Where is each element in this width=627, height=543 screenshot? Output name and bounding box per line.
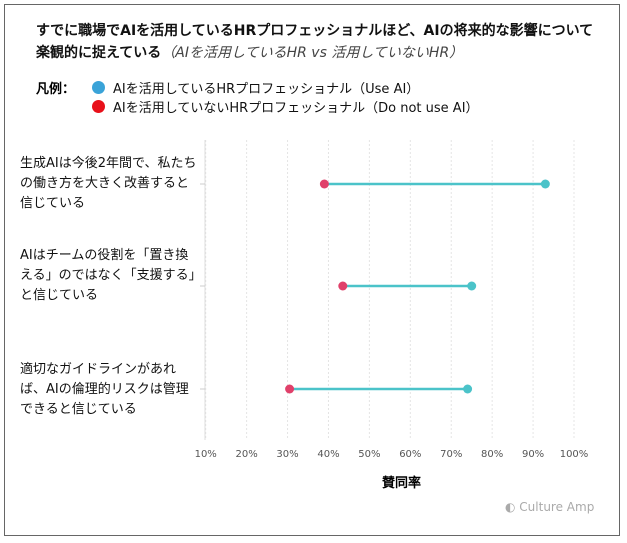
chart-title: すでに職場でAIを活用しているHRプロフェッショナルほど、AIの将来的な影響につ… xyxy=(36,23,594,61)
x-tick-label: 20% xyxy=(236,449,258,460)
point-use-ai xyxy=(463,384,473,394)
x-tick-label: 60% xyxy=(399,449,421,460)
x-tick-label: 50% xyxy=(358,449,380,460)
point-no-ai xyxy=(285,384,295,394)
category-label-2: 適切なガイドラインがあれば、AIの倫理的リスクは管理できると信じている xyxy=(20,362,189,417)
category-label-1: AIはチームの役割を「置き換える」のではなく「支援する」と信じている xyxy=(20,248,196,303)
x-tick-label: 90% xyxy=(522,449,544,460)
legend-dot-blue xyxy=(92,81,105,94)
legend-item-use-ai: AIを活用しているHRプロフェッショナル（Use AI） xyxy=(92,78,419,97)
category-label-0: 生成AIは今後2年間で、私たちの働き方を大きく改善すると信じている xyxy=(20,156,197,211)
x-tick-label: 40% xyxy=(317,449,339,460)
point-no-ai xyxy=(319,179,329,189)
chart-frame xyxy=(4,4,620,536)
x-tick-label: 80% xyxy=(481,449,503,460)
x-tick-label: 100% xyxy=(560,449,589,460)
x-tick-label: 30% xyxy=(276,449,298,460)
legend-dot-red xyxy=(92,100,105,113)
point-use-ai xyxy=(467,281,477,291)
chart-subtitle: （AIを活用しているHR vs 活用していないHR） xyxy=(161,45,464,61)
x-axis-label: 賛同率 xyxy=(382,476,422,491)
legend-item-no-ai: AIを活用していないHRプロフェッショナル（Do not use AI） xyxy=(92,97,479,116)
brand-logo: ◐ Culture Amp xyxy=(505,500,595,514)
x-tick-label: 70% xyxy=(440,449,462,460)
point-no-ai xyxy=(338,281,348,291)
point-use-ai xyxy=(540,179,550,189)
legend-label: 凡例： xyxy=(36,82,76,97)
x-tick-label: 10% xyxy=(195,449,217,460)
